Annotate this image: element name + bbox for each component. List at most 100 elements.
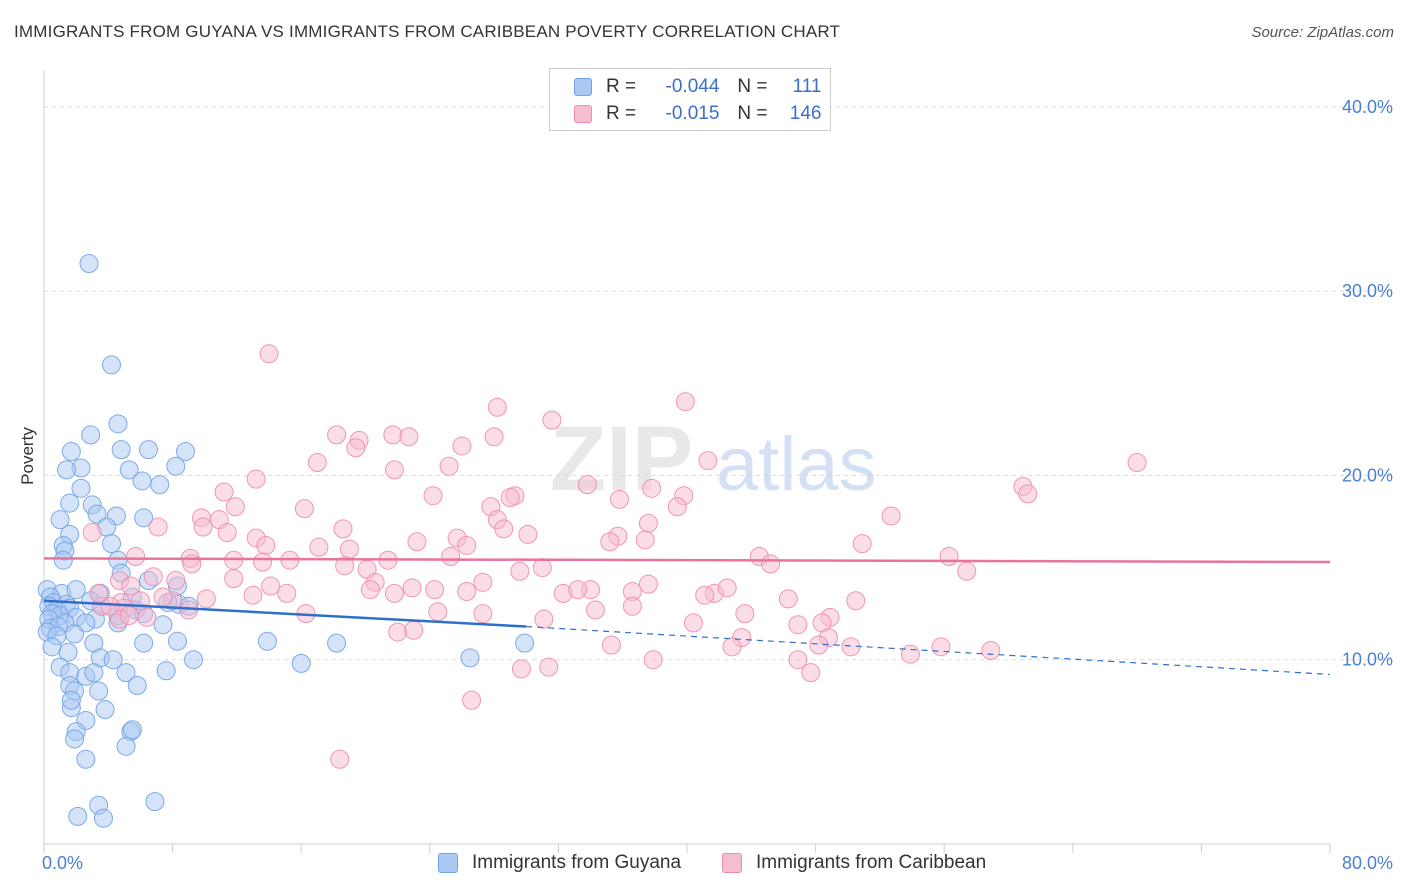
caribbean-point [532,558,552,578]
caribbean-point [735,604,755,624]
y-tick-label: 10.0% [1342,650,1393,670]
source-label: Source: ZipAtlas.com [1251,24,1394,41]
caribbean-point [253,552,273,572]
guyana-point [87,504,107,524]
caribbean-point [846,591,866,611]
caribbean-point [404,620,424,640]
caribbean-point [294,499,314,519]
legend-n-label: N = [737,103,768,124]
guyana-point [68,806,88,826]
caribbean-point [487,397,507,417]
legend-row-guyana: R = -0.044 N = 111 [574,74,822,100]
legend-n-value-caribbean: 146 [789,103,822,124]
guyana-point [102,534,122,554]
y-tick-label: 40.0% [1342,97,1393,117]
caribbean-point [643,650,663,670]
caribbean-point [428,602,448,622]
guyana-point [166,456,186,476]
caribbean-point [484,427,504,447]
caribbean-point [494,519,514,539]
guyana-point [79,254,99,273]
guyana-point [122,720,142,740]
caribbean-point [788,650,808,670]
caribbean-point [801,663,821,683]
caribbean-point [423,486,443,506]
caribbean-point [335,556,355,576]
caribbean-point [82,523,102,543]
caribbean-trend-line [43,557,1331,564]
guyana-point [156,661,176,681]
caribbean-point [788,615,808,635]
caribbean-point [568,580,588,600]
caribbean-point [439,456,459,476]
caribbean-point [333,519,353,539]
caribbean-point [675,392,695,412]
caribbean-point [330,749,350,769]
caribbean-point [89,583,109,603]
guyana-point [257,631,277,651]
caribbean-point [642,478,662,498]
guyana-point [167,631,187,651]
guyana-point [515,633,535,653]
caribbean-point [166,570,186,590]
legend-swatch-guyana [574,78,592,96]
caribbean-point [143,567,163,587]
legend-r-value-caribbean: -0.015 [665,103,720,124]
caribbean-point [518,524,538,544]
axis-layer [43,70,1331,853]
guyana-point [95,699,115,719]
guyana-point [65,624,85,644]
caribbean-point [600,532,620,552]
legend-n-label: N = [737,76,768,97]
caribbean-point [622,596,642,616]
caribbean-point [214,482,234,502]
guyana-trend-line [43,599,527,628]
caribbean-point [196,589,216,609]
grid-layer: 10.0% 20.0% 30.0% 40.0% [44,97,1393,670]
bottom-legend-swatch-guyana [438,853,458,873]
bottom-legend-caribbean[interactable]: Immigrants from Caribbean [722,852,986,874]
guyana-point [76,749,96,769]
caribbean-point [261,576,281,596]
caribbean-point [388,622,408,642]
caribbean-point [225,497,245,517]
caribbean-point [1018,484,1038,504]
caribbean-point [585,600,605,620]
caribbean-point [402,578,422,598]
guyana-point [89,681,109,701]
caribbean-point [119,605,139,625]
bottom-legend-swatch-caribbean [722,853,742,873]
stats-legend: R = -0.044 N = 111 R = -0.015 N = 146 [549,68,831,131]
guyana-point [134,508,154,528]
caribbean-point [667,497,687,517]
caribbean-point [224,569,244,589]
y-tick-label: 20.0% [1342,465,1393,485]
caribbean-point [217,523,237,543]
caribbean-point [360,580,380,600]
caribbean-point [452,436,472,456]
bottom-legend-label-caribbean: Immigrants from Caribbean [756,852,987,873]
caribbean-point [193,517,213,537]
caribbean-point [384,583,404,603]
caribbean-point [259,344,279,364]
guyana-point [58,642,78,662]
caribbean-point [407,532,427,552]
guyana-trend-extension [526,625,1331,676]
caribbean-point [534,609,554,629]
guyana-point [108,414,128,434]
guyana-point [460,648,480,668]
caribbean-point [307,453,327,473]
watermark-atlas: atlas [716,422,877,507]
caribbean-point [638,574,658,594]
guyana-point [183,650,203,670]
guyana-point [153,615,173,635]
x-tick-label-max: 80.0% [1342,853,1393,873]
trend-layer [43,557,1331,676]
caribbean-point [809,635,829,655]
caribbean-point [126,547,146,567]
guyana-point [127,676,147,696]
bottom-legend-guyana[interactable]: Immigrants from Guyana [438,852,681,874]
caribbean-point [957,561,977,581]
caribbean-point [457,535,477,555]
